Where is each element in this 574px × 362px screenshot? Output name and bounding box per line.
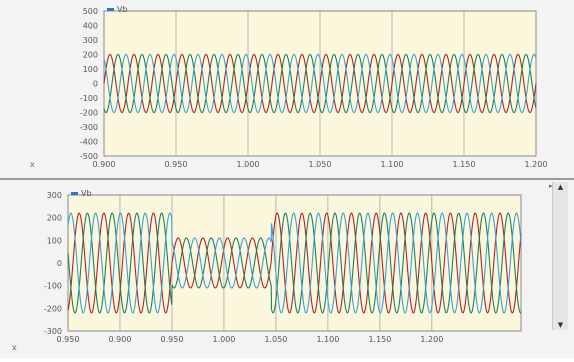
x-tick-label: 0.950 xyxy=(165,160,188,169)
x-tick-label: 0.950 xyxy=(161,335,184,344)
y-tick-label: -300 xyxy=(44,327,62,336)
y-tick-label: -100 xyxy=(44,282,62,291)
cursor-marker-icon: x xyxy=(12,343,17,352)
x-tick-label: 1.050 xyxy=(309,160,332,169)
y-tick-label: 200 xyxy=(47,214,62,223)
x-tick-label: 1.000 xyxy=(212,335,235,344)
legend-swatch xyxy=(71,192,78,195)
legend-swatch xyxy=(107,8,114,11)
y-tick-label: -300 xyxy=(80,123,98,132)
y-tick-label: -200 xyxy=(80,109,98,118)
x-tick-label: 1.150 xyxy=(368,335,391,344)
x-tick-label: 1.100 xyxy=(381,160,404,169)
y-tick-label: 100 xyxy=(83,65,98,74)
series-line-phase-1 xyxy=(103,53,537,114)
bottom-voltage-chart[interactable]: 0.950 0.900 0.950 1.000 1.050 1.100 1.150 1.200… xyxy=(0,180,574,358)
y-tick-label: 200 xyxy=(83,51,98,60)
y-tick-label: 300 xyxy=(47,191,62,200)
x-tick-label: 0.900 xyxy=(109,335,132,344)
top-graph-panel: 0.900 0.950 1.000 1.050 1.100 1.150 1.200 500 40… xyxy=(0,0,574,180)
series-line-phase-2 xyxy=(103,53,537,114)
y-tick-label: 0 xyxy=(57,259,62,268)
series-line-phase-3 xyxy=(103,53,537,114)
y-tick-label: 400 xyxy=(83,22,98,31)
x-tick-label: 1.200 xyxy=(525,160,548,169)
scroll-up-icon[interactable]: ▲ xyxy=(557,183,564,191)
legend-label: Vb xyxy=(117,5,128,14)
top-voltage-chart[interactable]: 0.900 0.950 1.000 1.050 1.100 1.150 1.200 500 40… xyxy=(0,0,574,178)
series-line-phase-3 xyxy=(67,212,522,314)
y-tick-label: 0 xyxy=(93,80,98,89)
y-tick-label: 100 xyxy=(47,236,62,245)
x-tick-label: 1.150 xyxy=(453,160,476,169)
y-tick-label: 300 xyxy=(83,36,98,45)
y-tick-label: -100 xyxy=(80,94,98,103)
y-tick-label: -400 xyxy=(80,138,98,147)
x-tick-label: 0.900 xyxy=(93,160,116,169)
y-tick-label: -200 xyxy=(44,304,62,313)
x-tick-label: 1.100 xyxy=(316,335,339,344)
x-tick-label: 1.200 xyxy=(420,335,443,344)
vertical-scrollbar[interactable]: ▲ ▼ xyxy=(552,182,568,330)
y-tick-label: -500 xyxy=(80,152,98,161)
cursor-marker-icon: x xyxy=(30,160,35,169)
x-tick-label: 1.000 xyxy=(237,160,260,169)
bottom-graph-panel: 0.950 0.900 0.950 1.000 1.050 1.100 1.150 1.200… xyxy=(0,180,574,358)
series-line-phase-1 xyxy=(67,212,522,314)
legend-label: Vb xyxy=(81,189,92,198)
scroll-down-icon[interactable]: ▼ xyxy=(557,321,564,329)
pin-icon[interactable]: ▸ xyxy=(549,182,553,190)
series-line-phase-2 xyxy=(67,212,522,314)
x-tick-label: 1.050 xyxy=(264,335,287,344)
x-tick-label: 0.950 xyxy=(57,335,80,344)
y-tick-label: 500 xyxy=(83,7,98,16)
